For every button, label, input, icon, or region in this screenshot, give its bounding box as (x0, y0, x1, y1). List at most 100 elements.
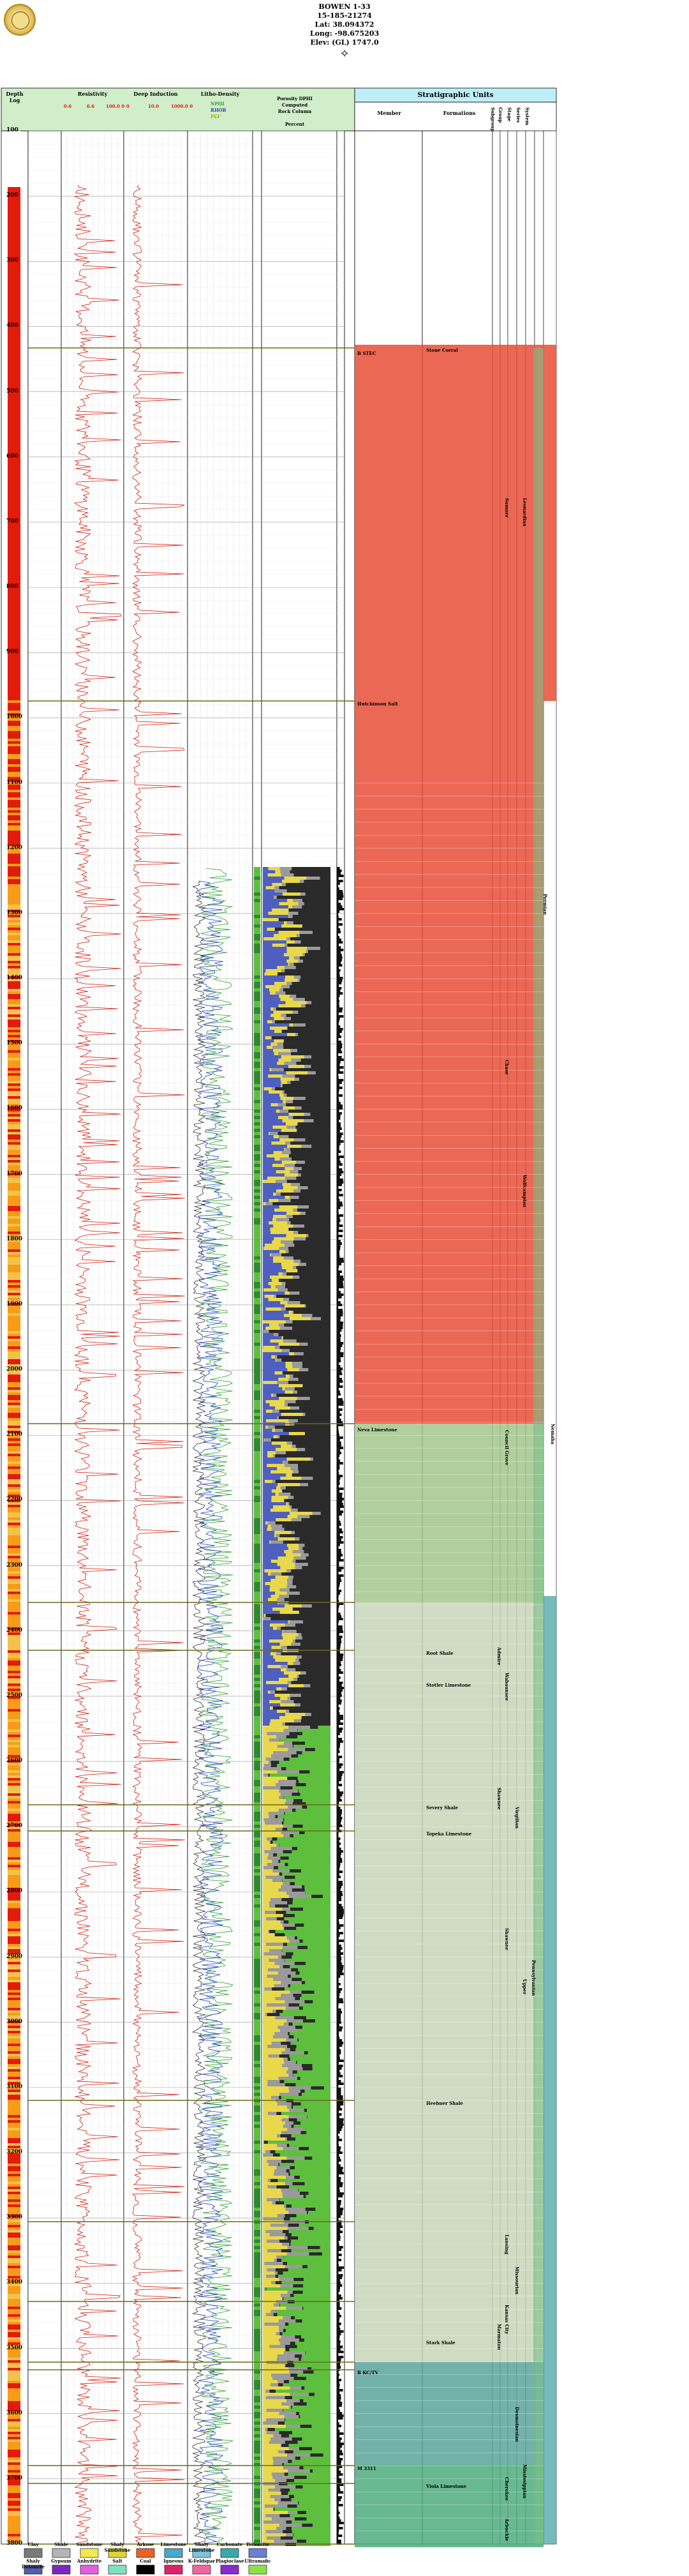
gamma-column-block (8, 1829, 20, 1832)
lithology-indicator (254, 1802, 260, 1805)
lithology-indicator (254, 2134, 260, 2137)
lithology-indicator (254, 1604, 260, 1608)
gamma-column-block (8, 593, 20, 596)
gamma-column-block (8, 496, 20, 499)
gamma-column-block (8, 657, 20, 659)
rock-column-fill (300, 1553, 309, 1556)
rock-column-fill (263, 2208, 286, 2211)
rock-column-fill (313, 1119, 330, 1122)
rock-column-fill (263, 1375, 286, 1378)
gamma-column-block (8, 1382, 20, 1385)
rock-column-fill (294, 1106, 302, 1110)
rock-column-fill (263, 2431, 267, 2434)
porosity-bar (337, 944, 339, 946)
gamma-column-block (8, 195, 20, 197)
rock-column-fill (292, 2182, 305, 2185)
gamma-column-block (8, 1349, 20, 1352)
rock-column-fill (263, 2415, 285, 2418)
gamma-column-block (8, 1643, 20, 1645)
rock-column-fill (295, 1566, 302, 1569)
rock-column-fill (297, 2061, 330, 2064)
rock-column-fill (297, 1464, 330, 1467)
rock-column-fill (288, 1154, 330, 1157)
rock-column-fill (286, 1592, 300, 1595)
porosity-bar (337, 1516, 339, 1518)
rock-column-fill (263, 1126, 273, 1129)
gamma-column-block (8, 2217, 20, 2220)
rock-column-fill (267, 2112, 277, 2115)
rock-column-fill (263, 1611, 280, 1614)
gamma-column-block (8, 243, 20, 246)
lithology-indicator (254, 1614, 260, 1617)
rock-column-fill (273, 1751, 297, 1754)
gamma-column-block (8, 705, 20, 708)
rock-column-fill (265, 1426, 268, 1429)
rock-column-fill (311, 1895, 323, 1898)
rock-column-fill (311, 2425, 330, 2428)
gamma-column-block (8, 1083, 20, 1086)
gamma-column-block (8, 1063, 20, 1066)
gamma-column-block (8, 2102, 20, 2105)
lithology-indicator (254, 1611, 260, 1614)
rock-column-fill (308, 1368, 330, 1371)
rock-column-fill (263, 2093, 279, 2096)
gamma-column-block (8, 435, 20, 437)
gamma-column-block (8, 902, 20, 905)
lithology-indicator (254, 2473, 260, 2476)
rock-column-fill (292, 1978, 302, 1981)
lithology-indicator (254, 1841, 260, 1844)
rock-column-fill (263, 2514, 266, 2517)
rock-column-fill (263, 1023, 290, 1027)
lithology-indicator (254, 2339, 260, 2342)
rock-column-fill (268, 1691, 270, 1694)
rock-column-fill (276, 2390, 330, 2393)
lithology-indicator (254, 2259, 260, 2262)
lithology-indicator (254, 908, 260, 912)
strat-unit-band (355, 701, 544, 1424)
rock-column-fill (274, 1333, 275, 1336)
label-admire: Admire (496, 1647, 502, 1666)
porosity-bar (337, 1914, 344, 1917)
rock-column-fill (288, 2511, 298, 2514)
rock-column-fill (281, 1081, 287, 1084)
rock-column-fill (263, 1250, 280, 1253)
legend-swatch (52, 2565, 71, 2575)
porosity-bar (337, 1018, 340, 1020)
rock-column-fill (304, 902, 330, 905)
gamma-column-block (8, 185, 20, 187)
rock-column-fill (283, 2380, 290, 2383)
rock-column-fill (271, 1394, 273, 1397)
rock-column-fill (271, 1489, 282, 1493)
lithology-indicator (254, 2393, 260, 2396)
lithology-indicator (254, 1687, 260, 1691)
rock-column-fill (284, 1598, 330, 1601)
lithology-indicator (254, 2086, 260, 2090)
rock-column-fill (286, 1126, 296, 1129)
rock-column-fill (309, 2252, 322, 2256)
gamma-column-block (8, 1290, 20, 1293)
lithology-indicator (254, 1911, 260, 1914)
label-stark-shale: Stark Shale (426, 2340, 456, 2346)
rock-column-fill (284, 1959, 285, 1962)
rock-column-fill (281, 1371, 283, 1375)
lithology-indicator (254, 1371, 260, 1375)
gamma-column-block (8, 1581, 20, 1584)
rock-column-fill (287, 2236, 299, 2240)
rock-column-fill (300, 1694, 330, 1697)
rock-column-fill (288, 1381, 330, 1384)
rock-column-fill (286, 937, 290, 940)
depth-tick-label: 1500 (6, 1040, 23, 1047)
lithology-indicator (254, 1716, 260, 1719)
rock-column-fill (265, 1036, 271, 1039)
rock-column-fill (263, 995, 279, 998)
rock-column-fill (281, 2402, 294, 2406)
rock-column-fill (292, 1579, 330, 1582)
lithology-indicator (254, 877, 260, 880)
rock-column-fill (306, 1234, 309, 1237)
porosity-bar (337, 1426, 339, 1429)
lithology-indicator (254, 963, 260, 966)
porosity-bar (337, 951, 341, 954)
lithology-indicator (254, 1033, 260, 1036)
rock-column-fill (288, 2035, 294, 2038)
rock-column-fill (263, 912, 269, 915)
